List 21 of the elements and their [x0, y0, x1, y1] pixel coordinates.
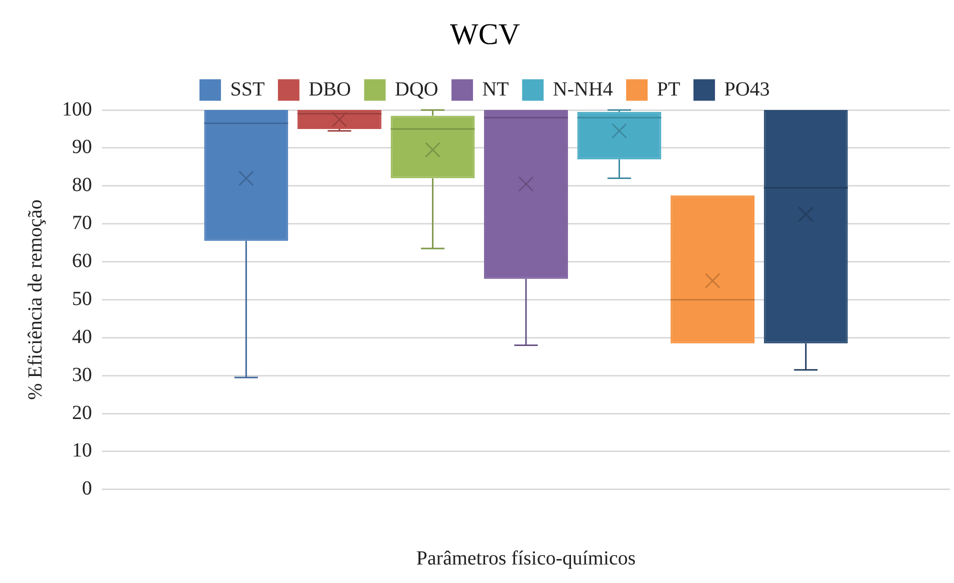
y-tick-label: 20	[72, 402, 92, 424]
y-tick-label: 60	[72, 250, 92, 272]
y-tick-label: 90	[72, 136, 92, 158]
y-tick-label: 0	[82, 478, 92, 500]
y-axis-title: % Eficiência de remoção	[24, 199, 46, 400]
y-tick-label: 80	[72, 174, 92, 196]
y-tick-label: 40	[72, 326, 92, 348]
legend-label: NT	[482, 78, 509, 100]
legend-label: PT	[656, 78, 680, 100]
y-tick-label: 70	[72, 212, 92, 234]
y-tick-label: 100	[62, 98, 92, 120]
legend-label: DBO	[308, 78, 351, 100]
y-tick-label: 10	[72, 440, 92, 462]
chart-title: WCV	[450, 18, 520, 51]
legend-label: PO43	[724, 78, 770, 100]
legend-label: DQO	[394, 78, 438, 100]
legend-label: N-NH4	[552, 78, 613, 100]
y-tick-label: 30	[72, 364, 92, 386]
x-axis-title: Parâmetros físico-químicos	[416, 547, 636, 570]
legend-label: SST	[230, 78, 265, 100]
y-tick-label: 50	[72, 288, 92, 310]
